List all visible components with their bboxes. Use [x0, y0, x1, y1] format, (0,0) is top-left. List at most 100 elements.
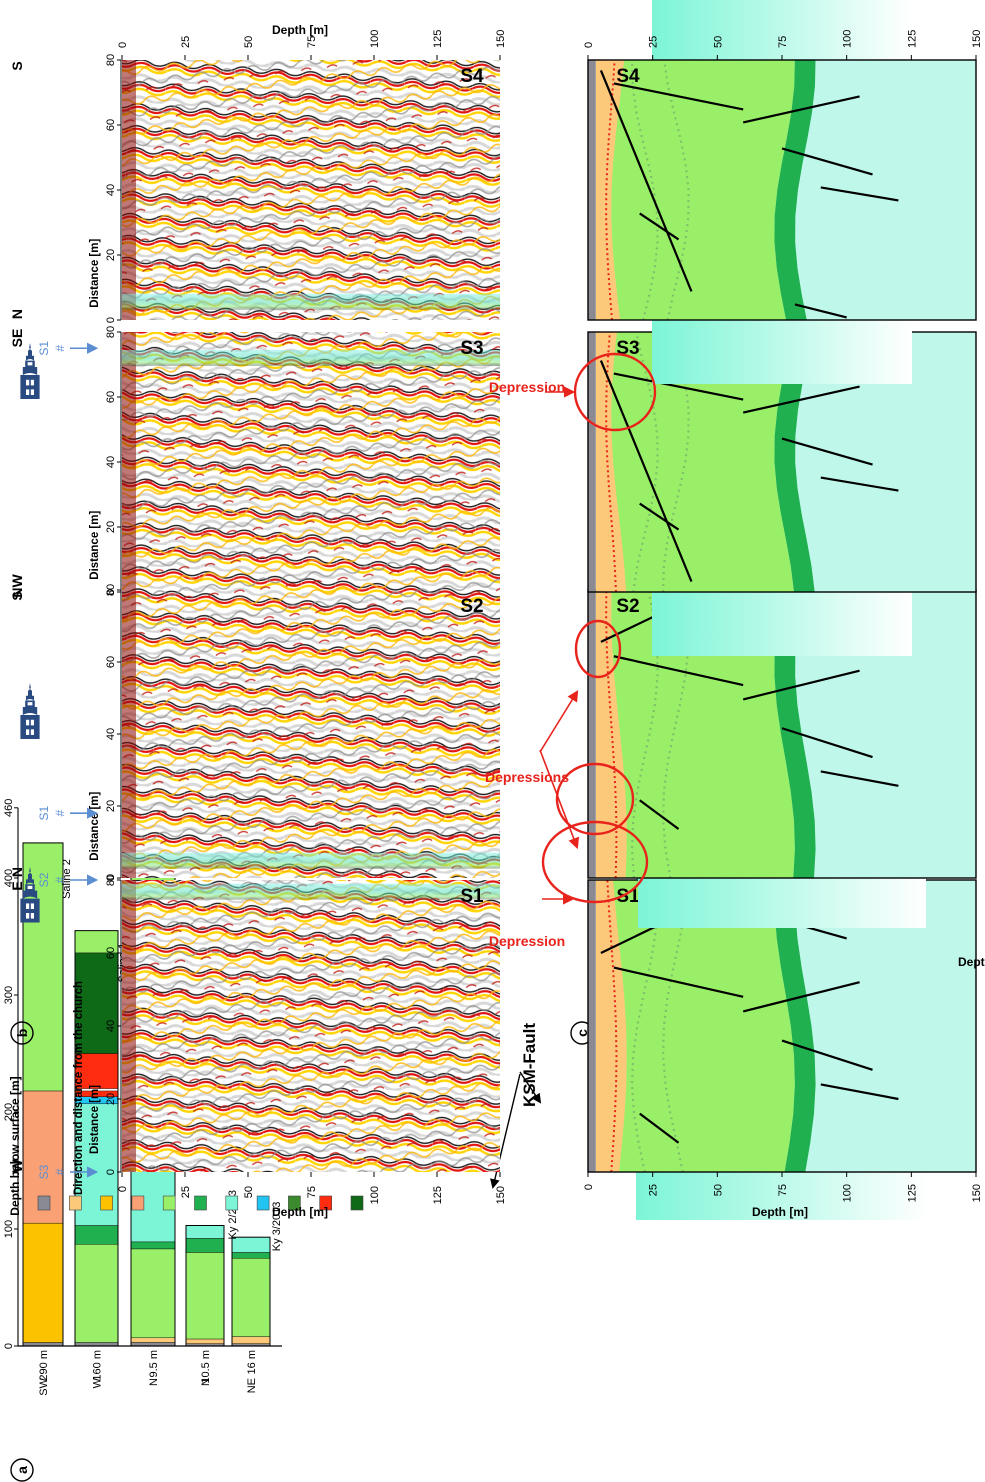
fault-line [781, 727, 873, 759]
borehole-layer [130, 1241, 176, 1250]
seismic-texture [122, 590, 500, 878]
legend-swatch [350, 1195, 364, 1211]
borehole-layer [231, 1258, 271, 1337]
fault-line [613, 82, 744, 111]
depression-label-s3: Depression [489, 379, 565, 395]
direction-start: NW [9, 574, 25, 598]
depth-tick-label: 0 [117, 1186, 129, 1192]
internal-reflector [662, 331, 690, 593]
legend-swatch [131, 1195, 145, 1211]
intersection-band [122, 350, 500, 366]
anthropogenic-layer [588, 332, 596, 592]
depth-below-surface-axis: 0 100 200 300 400 460 [3, 799, 19, 1349]
anthropogenic-layer [588, 590, 596, 878]
direction-end: E [9, 881, 25, 890]
distance-tick-label: 80 [105, 54, 117, 66]
depth-tick-label: 100 [842, 1184, 854, 1202]
legend-item [256, 1195, 270, 1211]
depth-tick-label: 50 [243, 36, 255, 48]
interpretation-profile-s4: S4 [587, 0, 977, 384]
intersection-band [122, 883, 500, 900]
marker-symbol: # [53, 1168, 67, 1175]
wells-axis-tick-label: 200 [3, 1103, 15, 1121]
wells-axis-tick-label: 300 [3, 986, 15, 1004]
fault-line [613, 966, 744, 998]
depth-tick-label: 0 [117, 42, 129, 48]
quaternary-layer [595, 332, 627, 592]
wells-axis-tick-label: 460 [3, 799, 15, 817]
distance-tick-label: 0 [105, 317, 117, 323]
legend-swatch [162, 1195, 176, 1211]
intersection-marker: S1 # [37, 341, 99, 356]
depressions-label-s2: Depressions [485, 769, 569, 785]
legend-swatch [69, 1195, 82, 1211]
seismic-depth-axis: 0 25 50 75 100 125 150 Depth [m] [117, 1172, 507, 1219]
legend-item [100, 1195, 113, 1211]
borehole-direction: N [148, 1378, 160, 1386]
distance-tick-label: 80 [105, 874, 117, 886]
depression-ellipse-s1 [541, 820, 649, 904]
direction-end: S [9, 61, 25, 70]
fault-line [820, 770, 899, 787]
wells-axis-tick-label: 100 [3, 1220, 15, 1238]
panel-b-letter: b [10, 1021, 34, 1045]
quaternary-layer [595, 880, 627, 1172]
wells-axis-tick-label: 0 [3, 1343, 15, 1349]
distance-axis-title: Distance [m] [89, 511, 101, 580]
fault-line [781, 437, 873, 466]
legend-item [350, 1195, 364, 1211]
depth-tick-label: 75 [306, 36, 318, 48]
seismic-texture [122, 880, 500, 1172]
depth-axis-title: Depth [m] [752, 1205, 808, 1219]
depth-tick-label: 150 [495, 30, 507, 48]
fault-line [613, 655, 744, 687]
church-icon [20, 682, 40, 739]
profile-label: S2 [460, 596, 483, 617]
stassfurt-carbonate-layer [774, 60, 816, 320]
legend-swatch [288, 1195, 301, 1211]
depression-ellipse-s2b [574, 619, 622, 679]
stassfurt-carbonate-layer [774, 332, 815, 592]
internal-reflector [630, 589, 659, 879]
surface-reflector [122, 60, 136, 320]
quaternary-layer [595, 590, 627, 878]
depth-tick-label: 50 [243, 1186, 255, 1198]
distance-tick-label: 60 [105, 947, 117, 959]
depression-arrow-s2a [539, 690, 579, 753]
depression-ellipse-s3 [573, 352, 657, 432]
depth-tick-label: 50 [712, 36, 724, 48]
direction-start: W [9, 1159, 25, 1173]
werra-anhydrite-layer [789, 880, 976, 1172]
distance-axis-title: Distance [m] [89, 239, 101, 308]
borehole-direction: N [200, 1378, 212, 1386]
borehole-distance: 16 m [246, 1350, 258, 1374]
profile-label: S1 [616, 886, 640, 907]
profile-label: S4 [616, 66, 640, 87]
legend-swatch [100, 1195, 113, 1211]
depression-ellipse-s2a [555, 762, 635, 836]
depth-tick-label: 150 [971, 30, 983, 48]
fault-line [742, 385, 860, 414]
interp-depth-axis-title: Depth [m] [958, 955, 985, 969]
distance-tick-label: 60 [105, 119, 117, 131]
werra-anhydrite-layer [789, 590, 976, 878]
wells-axis-title: Depth below surface [m] [8, 1076, 22, 1215]
profile-label: S2 [616, 596, 639, 617]
anthropogenic-layer [588, 880, 596, 1172]
depth-tick-label: 100 [369, 1186, 381, 1204]
borehole-column [74, 930, 119, 1347]
internal-reflector [632, 331, 659, 593]
borehole-layer [185, 1252, 225, 1340]
direction-start: N [9, 309, 25, 319]
leine-stassfurt-anhydrite-layer [608, 60, 795, 320]
borehole-layer [74, 1244, 119, 1343]
direction-end: S [9, 591, 25, 600]
depth-tick-label: 150 [495, 1186, 507, 1204]
